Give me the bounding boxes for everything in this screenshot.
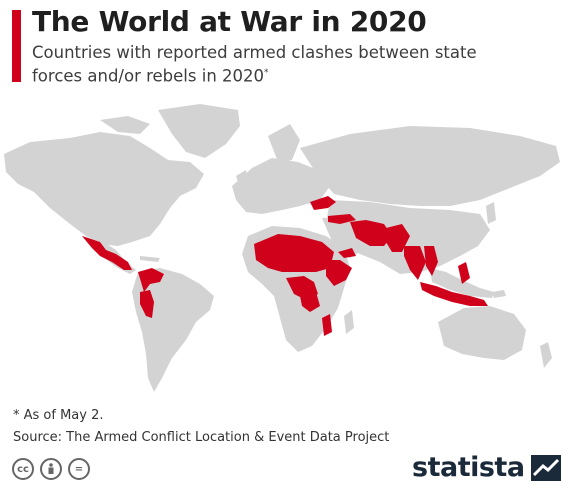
land-north-america bbox=[4, 132, 204, 246]
region-sahel-north-africa bbox=[254, 234, 334, 272]
region-peru bbox=[140, 290, 154, 318]
conflict-countries bbox=[82, 196, 488, 336]
license-icons: cc = bbox=[12, 458, 90, 480]
subtitle-text: Countries with reported armed clashes be… bbox=[32, 43, 477, 86]
land-arctic-islands bbox=[100, 116, 150, 134]
land-greenland bbox=[158, 104, 240, 158]
region-india bbox=[404, 246, 426, 280]
region-turkey bbox=[328, 214, 356, 224]
region-philippines bbox=[458, 262, 470, 284]
region-mozambique bbox=[322, 314, 332, 336]
statista-logo-icon bbox=[530, 454, 561, 481]
region-afghanistan-pakistan bbox=[386, 224, 410, 252]
land-scandinavia bbox=[268, 124, 300, 162]
region-ukraine bbox=[310, 196, 336, 210]
land-png bbox=[492, 290, 506, 298]
land-japan bbox=[486, 202, 496, 224]
land-australia bbox=[438, 306, 526, 360]
land-russia bbox=[300, 126, 560, 206]
land-europe bbox=[232, 158, 330, 214]
land-caribbean bbox=[140, 256, 160, 262]
page-subtitle: Countries with reported armed clashes be… bbox=[32, 43, 532, 87]
statista-logo[interactable]: statista bbox=[412, 452, 561, 483]
accent-bar bbox=[12, 10, 21, 82]
page-title: The World at War in 2020 bbox=[32, 5, 427, 38]
attribution-icon[interactable] bbox=[40, 458, 62, 480]
brand-name: statista bbox=[412, 452, 525, 483]
source-note: Source: The Armed Conflict Location & Ev… bbox=[13, 430, 390, 445]
region-horn-of-africa bbox=[326, 260, 352, 286]
land-new-zealand bbox=[540, 342, 552, 368]
region-yemen bbox=[338, 248, 356, 258]
region-myanmar-thailand bbox=[424, 246, 438, 276]
footnote: * As of May 2. bbox=[13, 408, 104, 423]
region-colombia-venezuela bbox=[138, 268, 164, 292]
person-icon bbox=[48, 463, 54, 474]
region-dr-congo bbox=[300, 292, 320, 312]
region-syria-iraq-iran bbox=[350, 220, 392, 246]
land-uk bbox=[236, 170, 248, 188]
region-indonesia bbox=[420, 282, 488, 306]
subtitle-footnote-mark: * bbox=[264, 68, 269, 78]
cc-icon[interactable]: cc bbox=[12, 458, 34, 480]
world-map bbox=[4, 104, 560, 392]
region-mexico bbox=[82, 236, 132, 270]
land-madagascar bbox=[344, 310, 354, 334]
no-derivatives-icon[interactable]: = bbox=[68, 458, 90, 480]
